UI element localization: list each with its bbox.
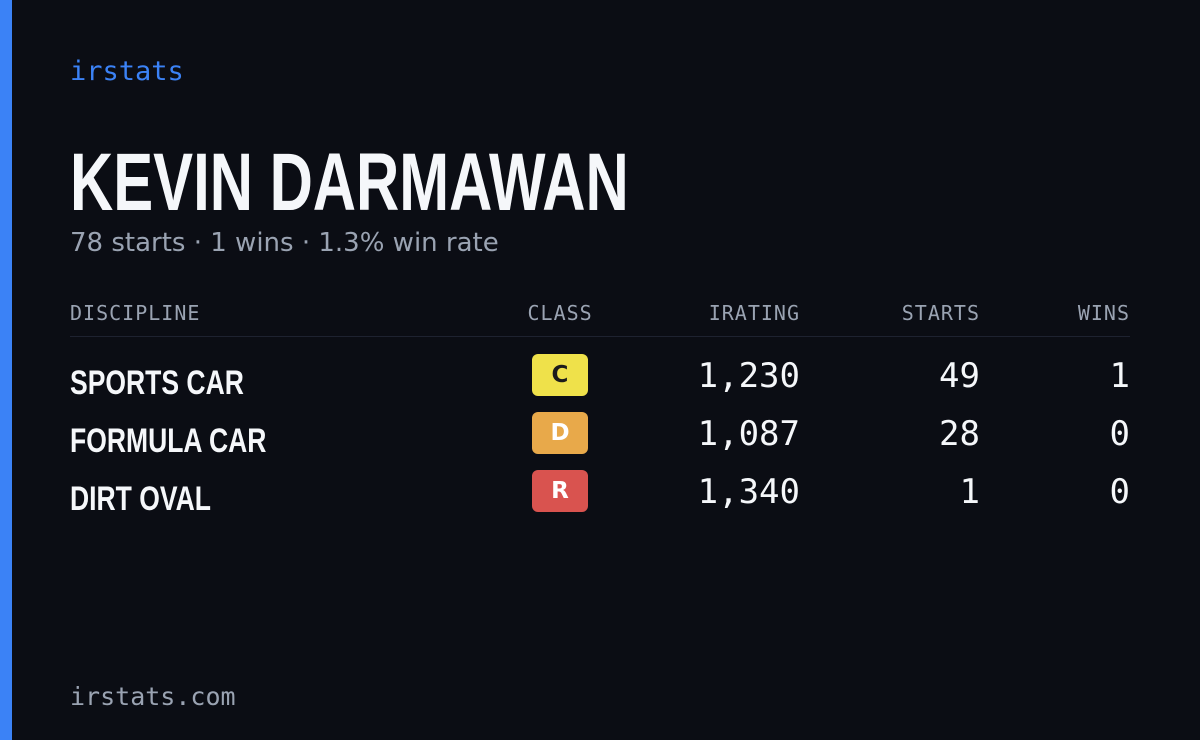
accent-stripe (0, 0, 12, 740)
column-header: STARTS (901, 301, 980, 325)
stat-value: 0 (1109, 472, 1130, 512)
stat-value: 28 (939, 414, 980, 454)
discipline: FORMULA CAR (70, 422, 267, 460)
column-header: WINS (1077, 301, 1130, 325)
class-badge: R (532, 470, 588, 512)
discipline: DIRT OVAL (70, 480, 211, 518)
class-badge: C (532, 354, 588, 396)
stat-value: 49 (939, 356, 980, 396)
stat-value: 1,340 (697, 472, 800, 512)
column-header: DISCIPLINE (70, 301, 201, 325)
class-badge: D (532, 412, 588, 454)
driver-name: KEVIN DARMAWAN (70, 137, 629, 228)
header-rule (70, 336, 1130, 337)
footer: irstats.com (70, 682, 236, 711)
stat-value: 1 (1109, 356, 1130, 396)
stat-value: 1 (959, 472, 980, 512)
column-header: IRATING (708, 301, 800, 325)
brand: irstats (70, 56, 184, 87)
column-header: CLASS (527, 301, 593, 325)
stat-value: 1,230 (697, 356, 800, 396)
driver-summary: 78 starts · 1 wins · 1.3% win rate (70, 228, 499, 258)
stat-value: 1,087 (697, 414, 800, 454)
stat-value: 0 (1109, 414, 1130, 454)
discipline: SPORTS CAR (70, 364, 244, 402)
